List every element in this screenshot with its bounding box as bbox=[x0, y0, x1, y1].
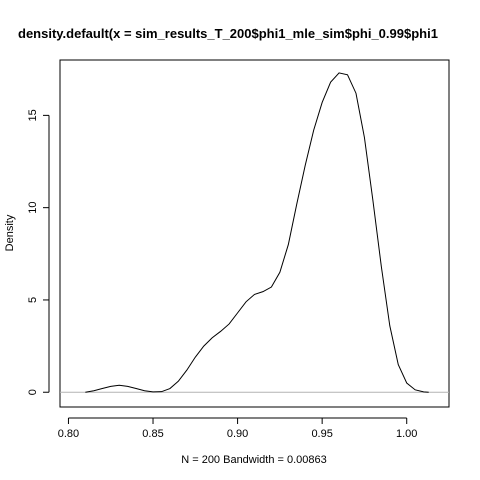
density-curve bbox=[85, 72, 429, 393]
x-tick-label: 0.85 bbox=[142, 428, 163, 440]
x-axis-label: N = 200 Bandwidth = 0.00863 bbox=[181, 454, 327, 466]
y-tick-label: 10 bbox=[27, 202, 39, 214]
y-tick-label: 15 bbox=[27, 109, 39, 121]
y-tick-label: 5 bbox=[27, 297, 39, 303]
x-tick-label: 0.95 bbox=[311, 428, 332, 440]
chart-title: density.default(x = sim_results_T_200$ph… bbox=[18, 26, 438, 41]
x-tick-label: 0.80 bbox=[58, 428, 79, 440]
x-tick-label: 0.90 bbox=[227, 428, 248, 440]
plot-frame bbox=[59, 59, 450, 408]
y-axis: 0 5 10 15 bbox=[27, 109, 50, 395]
y-axis-label: Density bbox=[4, 214, 16, 251]
y-tick-label: 0 bbox=[27, 389, 39, 395]
x-axis: 0.80 0.85 0.90 0.95 1.00 bbox=[58, 417, 417, 440]
x-tick-label: 1.00 bbox=[396, 428, 417, 440]
